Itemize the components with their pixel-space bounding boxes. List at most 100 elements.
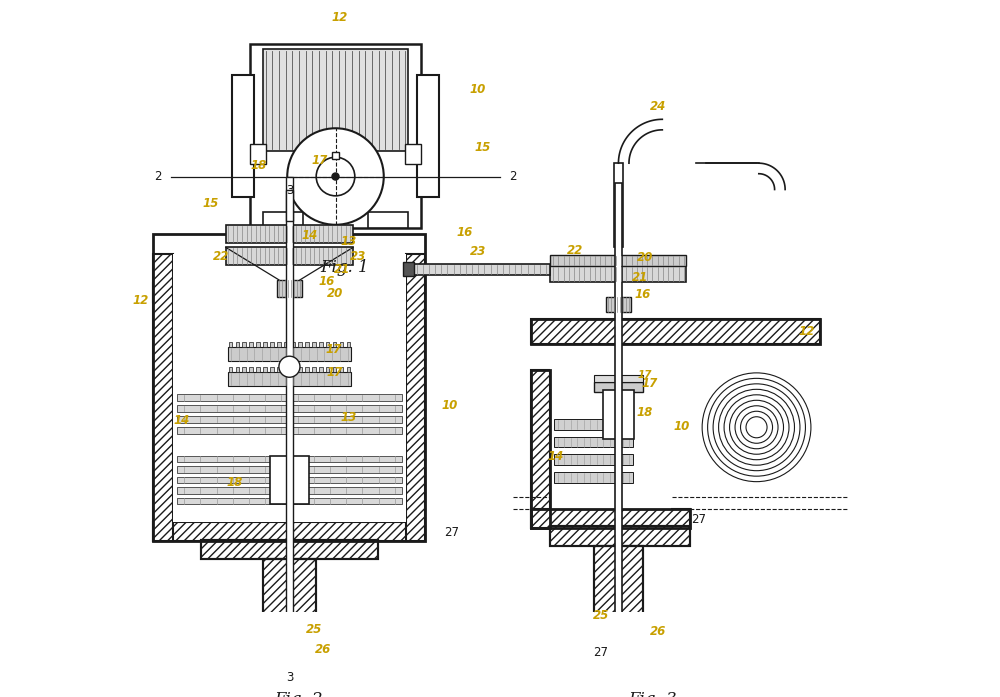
Text: Fig. 3: Fig. 3 <box>628 691 677 697</box>
Bar <box>614 163 623 247</box>
Text: 17: 17 <box>638 369 652 380</box>
Text: 25: 25 <box>593 609 609 622</box>
Bar <box>270 457 309 505</box>
Text: 16: 16 <box>457 226 473 239</box>
Bar <box>153 234 425 542</box>
Bar <box>403 262 414 276</box>
Bar <box>554 454 633 465</box>
Bar <box>286 190 293 221</box>
Text: 15: 15 <box>202 197 219 210</box>
Bar <box>550 526 690 546</box>
Bar <box>263 367 267 372</box>
Bar <box>312 367 316 372</box>
Text: 13: 13 <box>341 235 357 247</box>
Bar <box>531 319 820 344</box>
Text: 16: 16 <box>635 289 651 301</box>
Bar <box>228 347 351 362</box>
Text: 10: 10 <box>442 399 458 412</box>
Text: 12: 12 <box>132 293 148 307</box>
Bar <box>250 44 421 228</box>
Bar <box>326 367 329 372</box>
Bar <box>594 382 643 392</box>
Text: 27: 27 <box>593 646 608 659</box>
Text: 14: 14 <box>301 229 317 242</box>
Text: 18: 18 <box>637 406 653 419</box>
Bar <box>550 266 686 282</box>
Bar <box>177 416 402 423</box>
Bar <box>291 342 295 347</box>
Bar <box>229 342 232 347</box>
Bar <box>177 456 402 462</box>
Text: 23: 23 <box>470 245 486 259</box>
Bar <box>550 255 686 266</box>
Text: 17: 17 <box>312 154 328 167</box>
Bar <box>412 264 550 275</box>
Bar <box>249 367 253 372</box>
Bar <box>326 342 329 347</box>
Bar <box>226 247 353 265</box>
Bar <box>228 372 351 386</box>
Bar <box>232 75 254 197</box>
Bar <box>603 390 634 438</box>
Bar <box>298 367 302 372</box>
Text: 27: 27 <box>444 526 459 539</box>
Circle shape <box>332 173 339 180</box>
Bar <box>319 367 323 372</box>
Bar <box>340 342 343 347</box>
Bar <box>177 405 402 413</box>
Text: 15: 15 <box>474 141 491 153</box>
Bar <box>177 487 402 494</box>
Text: Fig. 1: Fig. 1 <box>320 259 369 276</box>
Bar <box>236 342 239 347</box>
Bar <box>594 374 643 382</box>
Bar <box>291 367 295 372</box>
Bar <box>305 342 309 347</box>
Bar <box>229 367 232 372</box>
Text: 22: 22 <box>213 250 229 263</box>
Bar <box>333 342 336 347</box>
Bar <box>554 472 633 482</box>
Bar <box>554 437 633 447</box>
Bar <box>406 254 425 542</box>
Text: 3: 3 <box>286 184 293 197</box>
Bar <box>328 214 343 230</box>
Bar <box>263 559 316 668</box>
Text: 26: 26 <box>315 643 331 656</box>
Bar <box>242 342 246 347</box>
Text: 27: 27 <box>691 513 706 526</box>
Circle shape <box>316 158 355 196</box>
Bar <box>153 254 173 542</box>
Bar <box>531 370 550 528</box>
Text: 18: 18 <box>251 160 267 172</box>
Bar <box>270 367 274 372</box>
Bar <box>584 660 653 675</box>
Text: 10: 10 <box>673 420 689 434</box>
Bar <box>201 539 378 559</box>
Bar <box>256 367 260 372</box>
Text: 14: 14 <box>547 450 563 463</box>
Bar <box>284 342 288 347</box>
Bar <box>263 559 316 668</box>
Bar <box>368 213 408 228</box>
Bar <box>270 342 274 347</box>
Bar <box>531 509 690 528</box>
Bar <box>584 660 653 675</box>
Bar <box>531 509 690 528</box>
Text: 22: 22 <box>566 243 583 256</box>
Text: 16: 16 <box>318 275 334 288</box>
Text: 12: 12 <box>799 325 815 338</box>
Bar <box>177 477 402 484</box>
Text: 17: 17 <box>325 343 341 355</box>
Bar <box>531 319 820 344</box>
Text: 18: 18 <box>227 476 243 489</box>
Bar <box>250 668 329 686</box>
Bar <box>153 522 425 542</box>
Text: 14: 14 <box>173 414 190 427</box>
Text: 20: 20 <box>637 250 653 263</box>
Bar <box>319 342 323 347</box>
Bar <box>263 49 408 151</box>
Bar <box>226 225 353 243</box>
Bar <box>340 367 343 372</box>
Bar <box>305 367 309 372</box>
Bar <box>242 367 246 372</box>
